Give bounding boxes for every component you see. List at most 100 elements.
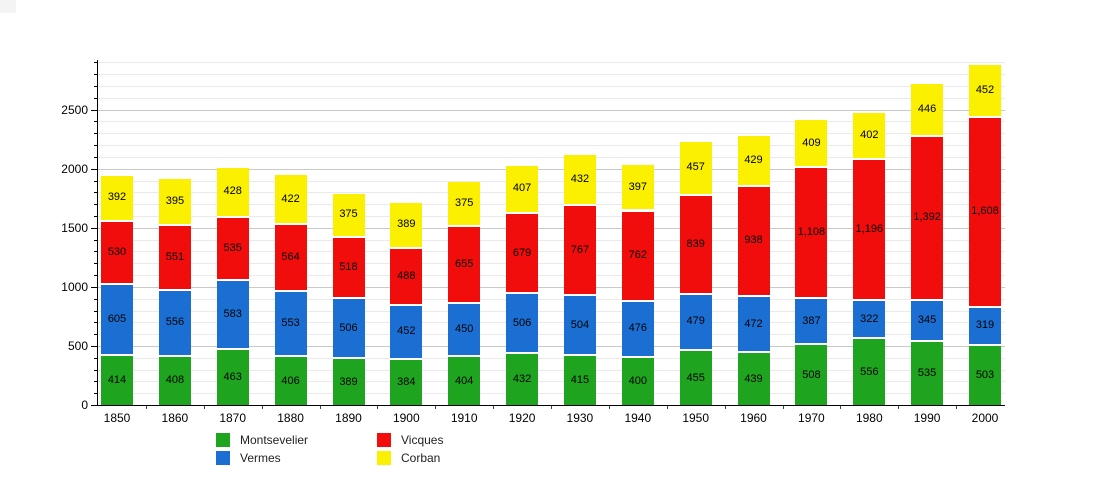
- legend: Montsevelier Vermes Vicques Corban: [216, 433, 443, 465]
- bar-segment-vicques-1970: 1,108: [795, 168, 828, 300]
- bar-segment-vermes-1950: 479: [679, 294, 712, 352]
- minor-gridline: [97, 86, 1005, 87]
- x-axis-tick-label: 1900: [392, 411, 420, 425]
- legend-swatch-corban: [377, 451, 391, 465]
- bar-segment-corban-1960: 429: [737, 135, 770, 187]
- x-axis-line: [97, 405, 1005, 406]
- bar-value-label: 564: [281, 250, 300, 263]
- legend-label-vermes: Vermes: [240, 451, 281, 465]
- bar-segment-vicques-1950: 839: [679, 195, 712, 295]
- bar-value-label: 392: [107, 191, 127, 204]
- bar-segment-vermes-1980: 322: [853, 301, 886, 340]
- bar-value-label: 463: [223, 371, 242, 384]
- x-axis-tick-label: 1860: [161, 411, 189, 425]
- bar-value-label: 472: [744, 317, 763, 330]
- bar-segment-vicques-1910: 655: [448, 226, 481, 305]
- bar-value-label: 1,392: [913, 211, 941, 224]
- bar-value-label: 395: [165, 195, 185, 208]
- bar-value-label: 655: [455, 257, 474, 270]
- bar-segment-montsevelier-1850: 414: [101, 356, 133, 405]
- major-gridline: [97, 109, 1005, 111]
- legend-label-montsevelier: Montsevelier: [240, 433, 309, 447]
- minor-gridline: [97, 334, 1005, 336]
- major-gridline: [97, 227, 1005, 229]
- bar-segment-vicques-1860: 551: [158, 226, 191, 292]
- y-axis-major-tick: [91, 286, 97, 288]
- y-axis-minor-tick: [94, 133, 97, 135]
- y-axis-minor-tick: [94, 180, 97, 182]
- legend-item-vicques: Vicques: [377, 433, 443, 447]
- legend-swatch-vermes: [216, 451, 230, 465]
- y-axis-major-tick: [91, 168, 97, 170]
- x-axis-tick: [666, 406, 668, 409]
- bar-segment-vicques-1890: 518: [332, 238, 365, 300]
- x-axis-tick-label: 1870: [219, 411, 247, 425]
- bar-segment-vermes-1920: 506: [506, 294, 539, 354]
- bar-value-label: 679: [512, 246, 532, 259]
- bar-value-label: 535: [223, 242, 242, 255]
- bar-value-label: 397: [628, 180, 647, 193]
- bar-value-label: 432: [512, 373, 532, 385]
- bar-segment-montsevelier-1890: 389: [332, 359, 365, 405]
- bar-segment-corban-1990: 446: [911, 83, 944, 137]
- bar-value-label: 400: [628, 374, 647, 387]
- bar-value-label: 428: [223, 185, 242, 198]
- bar-value-label: 387: [802, 314, 821, 327]
- x-axis-tick-label: 2000: [971, 411, 999, 425]
- bar-value-label: 762: [628, 249, 647, 261]
- x-axis-tick-label: 1970: [798, 411, 825, 425]
- bar-value-label: 409: [802, 136, 821, 149]
- bar-segment-montsevelier-1950: 455: [679, 351, 712, 405]
- bar-value-label: 375: [455, 197, 474, 210]
- bar-segment-montsevelier-1920: 432: [506, 354, 539, 405]
- minor-gridline: [97, 369, 1005, 371]
- y-axis-major-tick: [91, 227, 97, 229]
- y-axis-tick-label: 2500: [61, 102, 88, 117]
- y-axis-minor-tick: [94, 239, 97, 241]
- bar-value-label: 415: [570, 374, 590, 386]
- minor-gridline: [97, 156, 1005, 158]
- x-axis-tick-label: 1850: [103, 411, 131, 425]
- bar-value-label: 553: [281, 316, 300, 329]
- legend-item-vermes: Vermes: [216, 451, 377, 465]
- bar-value-label: 488: [397, 269, 416, 282]
- y-axis-minor-tick: [94, 369, 97, 371]
- bar-value-label: 556: [860, 365, 879, 378]
- bar-segment-montsevelier-1900: 384: [390, 359, 423, 405]
- y-axis-minor-tick: [94, 251, 97, 253]
- bar-value-label: 1,108: [797, 226, 826, 239]
- bar-segment-montsevelier-1940: 400: [621, 357, 654, 405]
- x-axis-tick: [840, 406, 842, 409]
- bar-segment-montsevelier-1980: 556: [853, 339, 886, 405]
- y-axis-minor-tick: [94, 334, 97, 336]
- bar-value-label: 414: [107, 374, 127, 387]
- legend-column-1: Montsevelier Vermes: [216, 433, 377, 465]
- bar-segment-corban-1930: 432: [563, 154, 596, 206]
- bar-value-label: 583: [223, 308, 242, 321]
- y-axis-minor-tick: [94, 381, 97, 383]
- y-axis-minor-tick: [94, 156, 97, 158]
- x-axis-tick: [551, 406, 552, 409]
- minor-gridline: [97, 251, 1005, 253]
- major-gridline: [97, 286, 1005, 288]
- bar-value-label: 422: [281, 192, 300, 205]
- bar-value-label: 452: [397, 325, 416, 338]
- bar-value-label: 446: [917, 102, 937, 115]
- bar-value-label: 439: [744, 372, 763, 385]
- bar-value-label: 408: [165, 374, 185, 387]
- bar-segment-vermes-1900: 452: [390, 306, 423, 360]
- bar-segment-corban-1920: 407: [506, 165, 539, 214]
- bar-value-label: 322: [860, 312, 879, 325]
- x-axis-tick: [898, 406, 900, 409]
- bar-segment-corban-1890: 375: [332, 193, 365, 238]
- legend-swatch-vicques: [377, 433, 391, 447]
- bar-segment-vermes-1990: 345: [911, 301, 944, 342]
- legend-label-vicques: Vicques: [401, 433, 444, 447]
- legend-item-montsevelier: Montsevelier: [216, 433, 377, 447]
- bar-segment-montsevelier-1880: 406: [274, 357, 307, 405]
- x-axis-tick: [435, 406, 437, 409]
- y-axis-minor-tick: [94, 357, 97, 359]
- bar-segment-vermes-2000: 319: [969, 307, 1001, 346]
- bar-segment-vicques-1960: 938: [737, 186, 770, 298]
